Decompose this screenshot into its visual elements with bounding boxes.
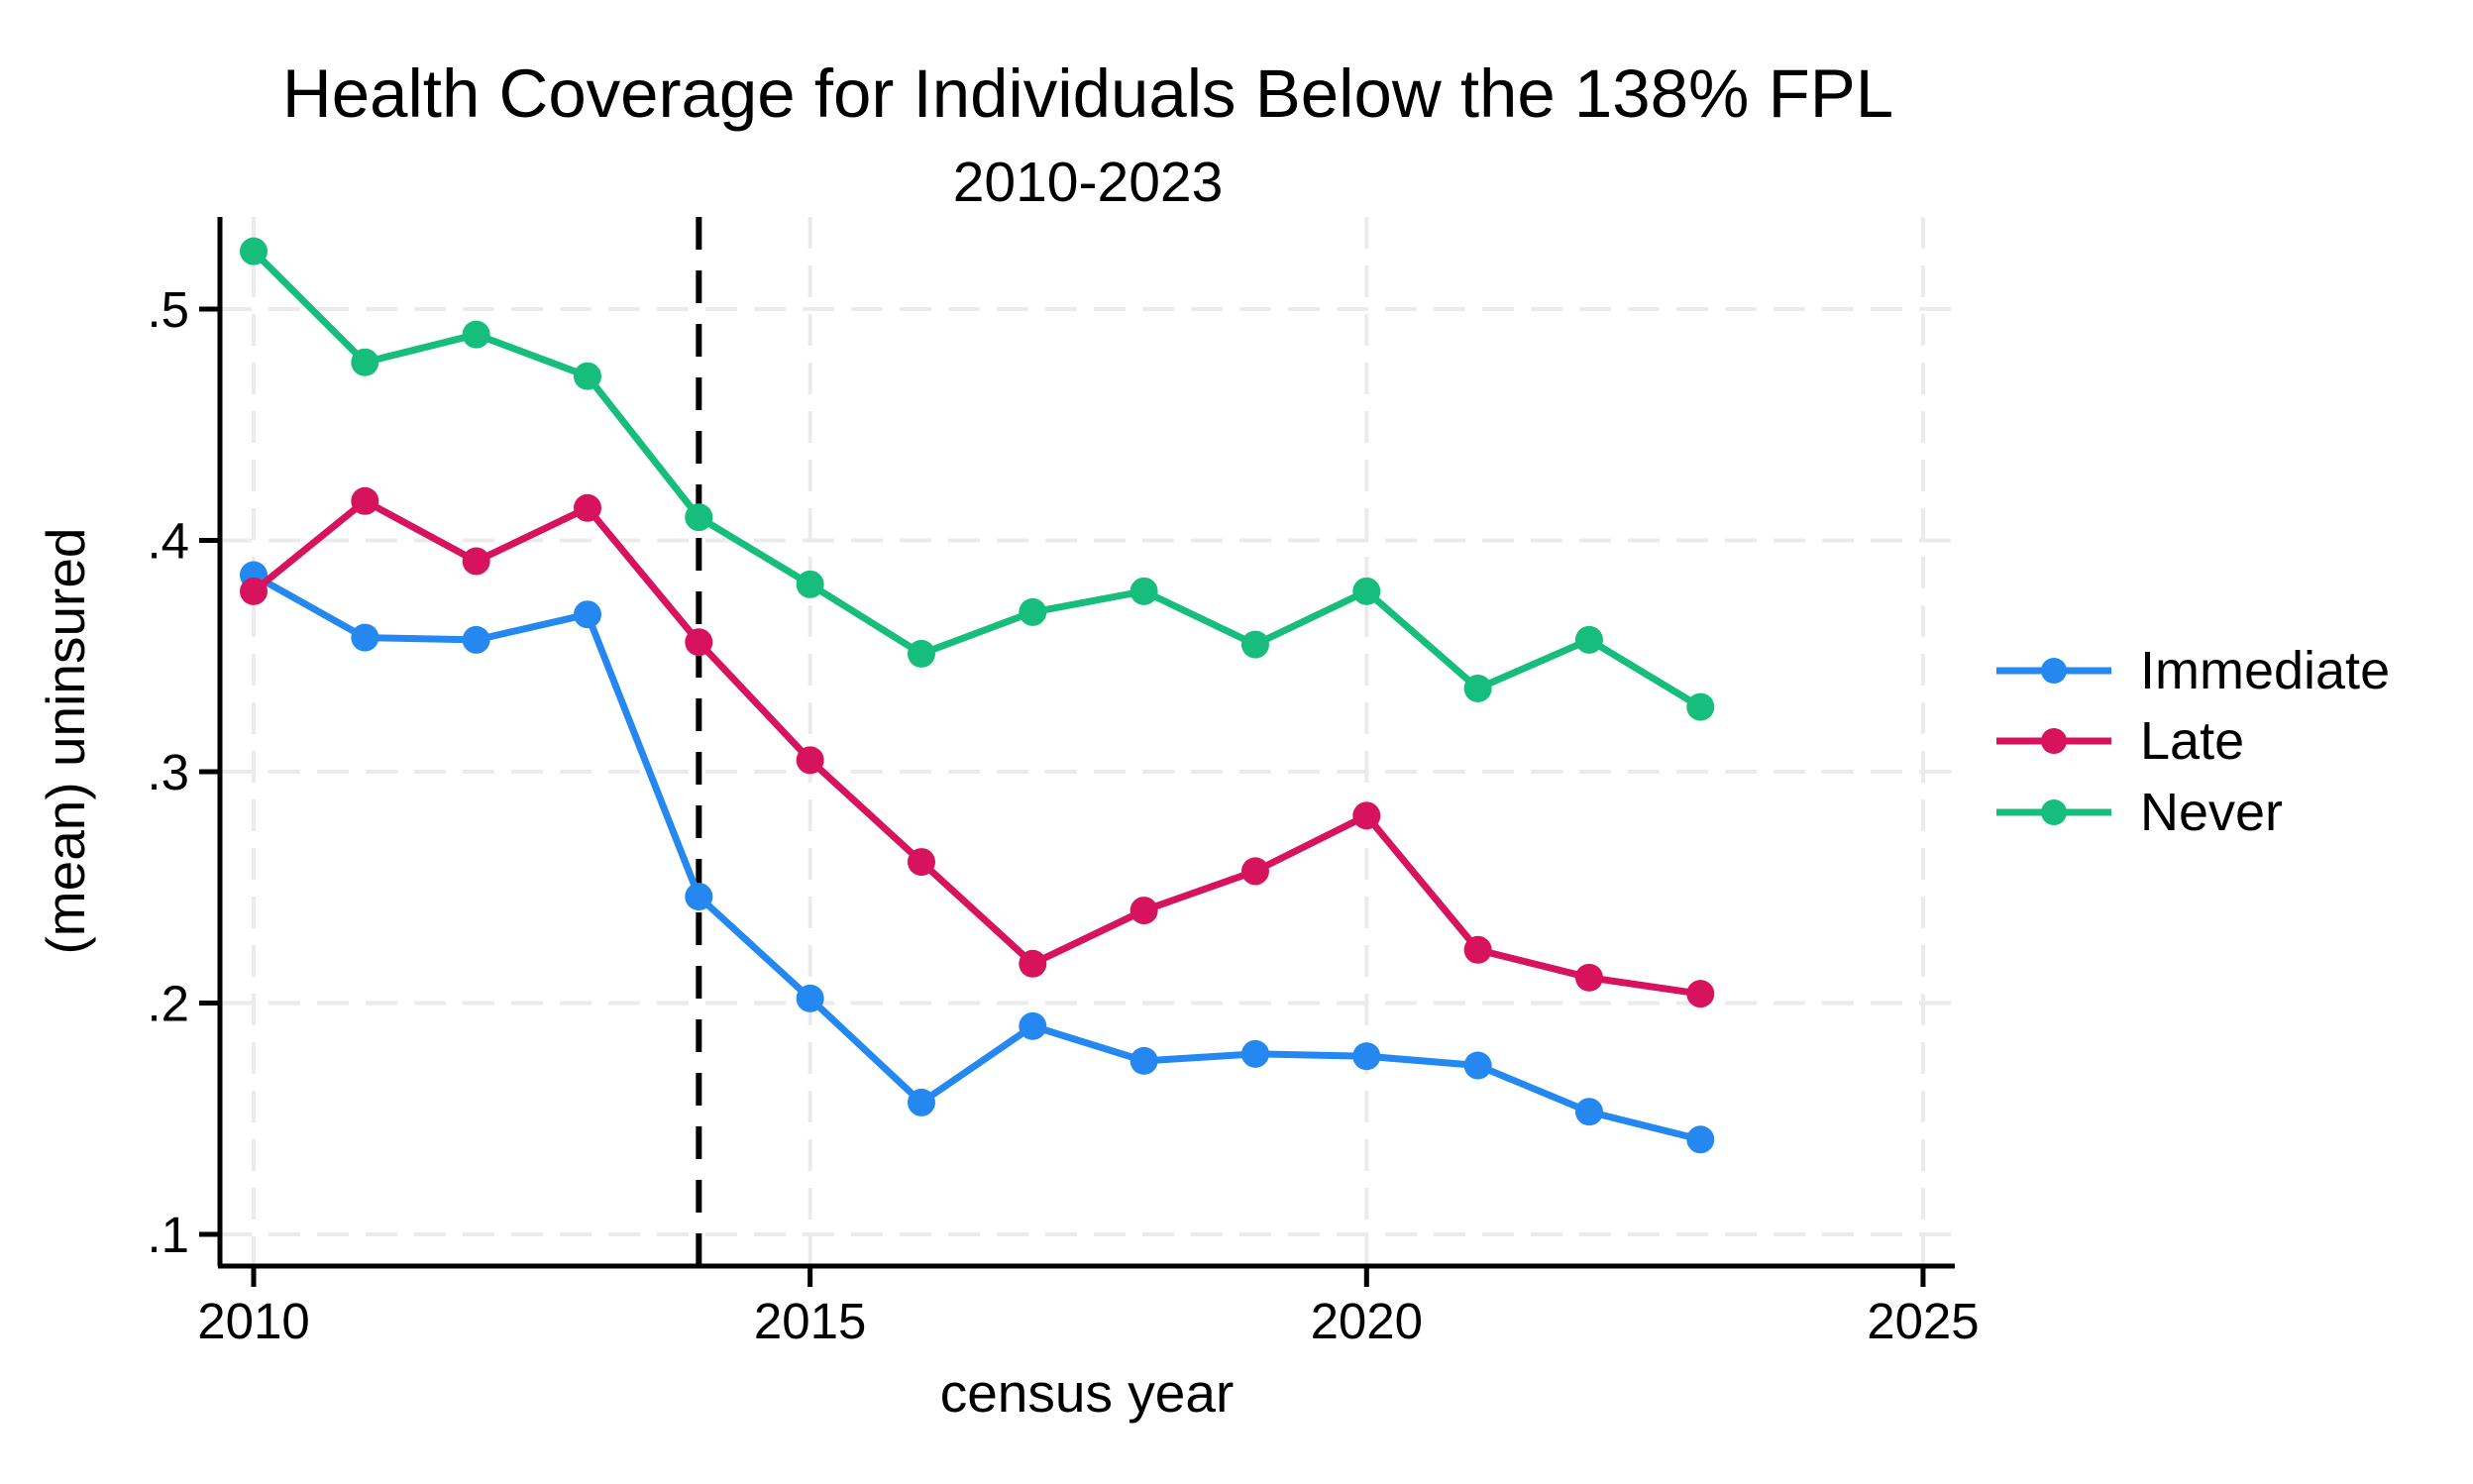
- x-tick-label: 2025: [1867, 1293, 1979, 1349]
- data-point-never-2015: [796, 570, 824, 598]
- y-tick-label: .3: [147, 744, 189, 800]
- series-line-immediate: [250, 572, 1704, 1143]
- x-tick-label: 2010: [197, 1293, 309, 1349]
- data-point-late-2011: [351, 486, 379, 515]
- data-point-never-2018: [1129, 577, 1158, 605]
- gridlines: [220, 217, 1955, 1266]
- series-line-late: [250, 497, 1704, 998]
- data-point-late-2018: [1129, 897, 1158, 925]
- x-tick-label: 2020: [1311, 1293, 1423, 1349]
- data-point-never-2020: [1352, 577, 1381, 605]
- data-point-never-2016: [907, 639, 935, 668]
- x-tick-label: 2015: [754, 1293, 866, 1349]
- data-point-immediate-2012: [462, 625, 490, 654]
- data-point-immediate-2014: [685, 883, 713, 911]
- legend-item-never: Never: [1996, 783, 2283, 842]
- y-tick-label: .1: [147, 1207, 189, 1263]
- data-point-immediate-2017: [1019, 1011, 1047, 1040]
- y-tick-label: .5: [147, 281, 189, 338]
- y-axis-title: (mean) uninsured: [35, 527, 96, 954]
- data-point-immediate-2015: [796, 984, 824, 1012]
- chart-title: Health Coverage for Individuals Below th…: [282, 55, 1893, 132]
- legend-marker-never: [2041, 799, 2067, 825]
- data-point-never-2011: [351, 348, 379, 376]
- legend-marker-late: [2041, 728, 2067, 754]
- data-point-never-2022: [1574, 625, 1603, 654]
- chart-subtitle: 2010-2023: [953, 151, 1224, 214]
- data-point-never-2013: [573, 362, 601, 390]
- data-point-immediate-2022: [1574, 1098, 1603, 1126]
- legend-label-never: Never: [2140, 783, 2283, 842]
- legend-item-immediate: Immediate: [1996, 641, 2390, 700]
- legend-label-immediate: Immediate: [2140, 641, 2390, 700]
- data-point-late-2015: [796, 746, 824, 775]
- data-point-never-2023: [1686, 692, 1715, 721]
- data-point-late-2010: [240, 577, 268, 605]
- data-point-immediate-2023: [1686, 1125, 1715, 1154]
- data-point-late-2023: [1686, 980, 1715, 1008]
- data-point-immediate-2013: [573, 600, 601, 629]
- data-point-immediate-2021: [1463, 1051, 1492, 1080]
- data-series: [240, 237, 1715, 1154]
- data-point-never-2019: [1240, 630, 1269, 659]
- data-point-immediate-2018: [1129, 1046, 1158, 1075]
- x-axis-title: census year: [940, 1362, 1235, 1424]
- data-point-never-2017: [1019, 597, 1047, 626]
- legend-item-late: Late: [1996, 711, 2244, 771]
- data-point-never-2012: [462, 320, 490, 349]
- data-point-immediate-2016: [907, 1088, 935, 1116]
- data-point-never-2010: [240, 237, 268, 265]
- data-point-late-2022: [1574, 963, 1603, 992]
- legend: Immediate Late Never: [1996, 641, 2390, 842]
- legend-label-late: Late: [2140, 711, 2244, 771]
- data-point-late-2016: [907, 848, 935, 877]
- series-line-never: [250, 248, 1704, 711]
- axes: [199, 217, 1955, 1287]
- data-point-late-2012: [462, 547, 490, 576]
- data-point-late-2013: [573, 493, 601, 522]
- data-point-late-2017: [1019, 949, 1047, 978]
- data-point-late-2021: [1463, 935, 1492, 964]
- y-tick-label: .2: [147, 976, 189, 1032]
- data-point-immediate-2011: [351, 623, 379, 652]
- data-point-late-2019: [1240, 857, 1269, 886]
- data-point-immediate-2020: [1352, 1042, 1381, 1071]
- data-point-late-2020: [1352, 801, 1381, 830]
- y-tick-label: .4: [147, 513, 189, 570]
- data-point-immediate-2019: [1240, 1039, 1269, 1068]
- tick-labels: .1 .2 .3 .4 .5 2010 2015 2020 2025: [147, 281, 1979, 1349]
- legend-marker-immediate: [2041, 658, 2067, 684]
- data-point-late-2014: [685, 628, 713, 657]
- data-point-never-2014: [685, 503, 713, 532]
- data-point-never-2021: [1463, 674, 1492, 702]
